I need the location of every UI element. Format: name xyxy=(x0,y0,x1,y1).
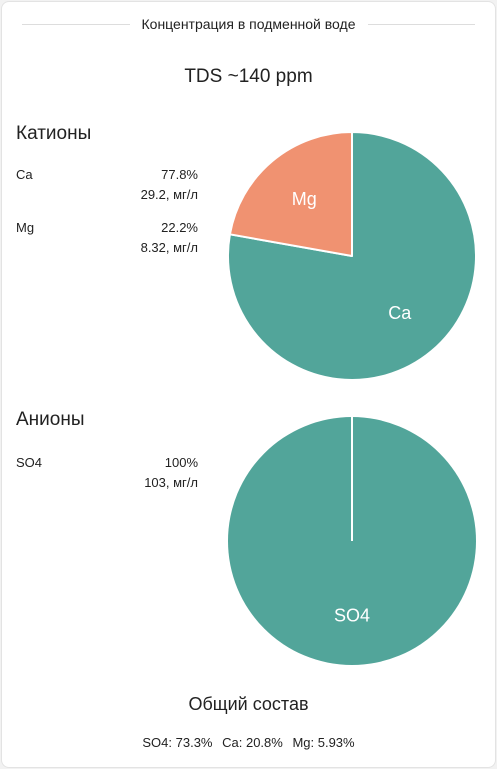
pie-slice-mg xyxy=(228,131,353,257)
cations-title: Катионы xyxy=(16,123,92,144)
cation-name: Ca xyxy=(16,167,33,182)
anions-title: Анионы xyxy=(16,409,85,430)
cation-percent: 77.8% xyxy=(161,167,198,182)
summary-title: Общий состав xyxy=(188,694,309,714)
anion-percent: 100% xyxy=(164,455,198,470)
anion-amount: 103, мг/л xyxy=(144,475,198,490)
pie-label-so4: SO4 xyxy=(334,605,370,625)
cation-values: 77.8% 29.2, мг/л xyxy=(141,165,198,205)
pie-label-mg: Mg xyxy=(292,189,317,209)
tds-value: TDS ~140 ppm xyxy=(184,66,313,87)
summary-item-ca: Ca: 20.8% xyxy=(222,735,283,750)
pie-label-ca: Ca xyxy=(388,303,412,323)
summary-item-mg: Mg: 5.93% xyxy=(292,735,355,750)
anion-values: 100% 103, мг/л xyxy=(144,453,198,493)
summary-line: SO4: 73.3% Ca: 20.8% Mg: 5.93% xyxy=(2,735,495,750)
cation-amount: 8.32, мг/л xyxy=(140,240,198,255)
card-header: Концентрация в подменной воде xyxy=(22,14,475,34)
anions-pie-chart: SO4 xyxy=(228,417,476,665)
header-divider-left xyxy=(22,23,130,25)
anion-name: SO4 xyxy=(16,455,43,470)
card-title: Концентрация в подменной воде xyxy=(141,16,356,32)
cation-amount: 29.2, мг/л xyxy=(140,187,198,202)
header-divider-right xyxy=(367,23,475,25)
cation-values: 22.2% 8.32, мг/л xyxy=(141,218,198,258)
cation-name: Mg xyxy=(16,220,35,235)
summary-item-so4: SO4: 73.3% xyxy=(142,735,213,750)
cation-percent: 22.2% xyxy=(161,220,198,235)
cations-pie-chart: Ca Mg xyxy=(227,131,477,381)
